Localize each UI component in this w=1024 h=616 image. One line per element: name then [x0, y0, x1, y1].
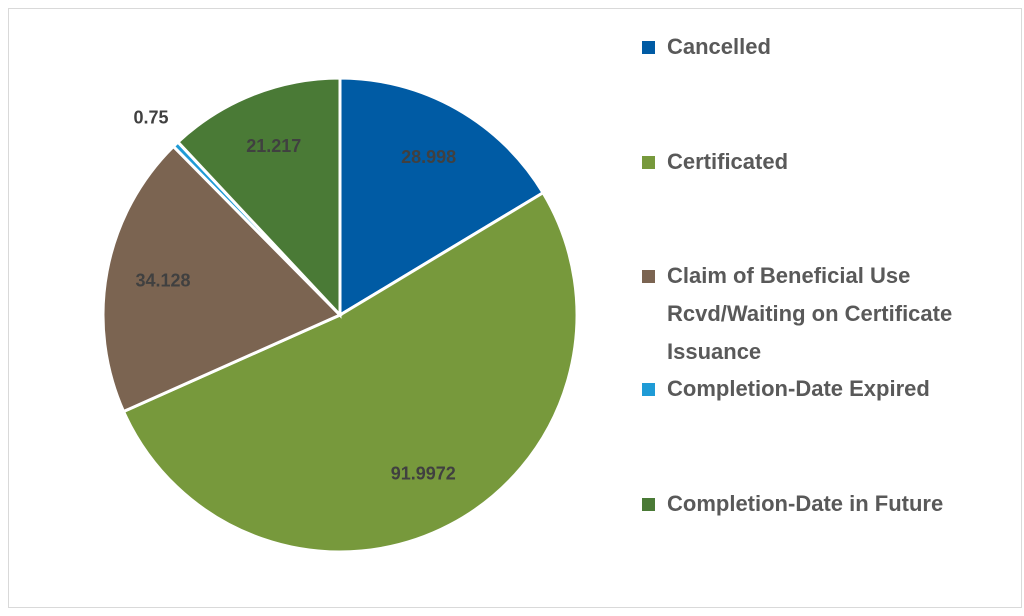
data-label: 21.217 — [246, 136, 301, 156]
legend-swatch — [642, 383, 655, 396]
legend-swatch — [642, 270, 655, 283]
pie-slice — [121, 190, 579, 554]
legend-item: Completion-Date in Future — [642, 485, 1012, 523]
legend-swatch — [642, 498, 655, 511]
legend-label: Claim of Beneficial Use Rcvd/Waiting on … — [667, 263, 953, 364]
chart-frame — [8, 8, 1022, 608]
pie-slice — [338, 76, 546, 318]
pie-slice — [101, 144, 343, 414]
legend-swatch — [642, 156, 655, 169]
legend-item: Certificated — [642, 143, 1012, 181]
legend-item: Cancelled — [642, 28, 1012, 66]
legend-label: Completion-Date in Future — [667, 491, 944, 516]
legend-item: Completion-Date Expired — [642, 370, 1012, 408]
legend-label: Certificated — [667, 149, 789, 174]
data-label: 34.128 — [135, 270, 190, 290]
legend-label: Cancelled — [667, 34, 771, 59]
legend-swatch — [642, 41, 655, 54]
pie-slice — [175, 76, 342, 319]
data-label: 0.75 — [134, 107, 169, 127]
data-label: 28.998 — [401, 147, 456, 167]
data-label: 91.9972 — [391, 463, 456, 483]
legend-item: Claim of Beneficial Use Rcvd/Waiting on … — [642, 257, 1012, 371]
legend-label: Completion-Date Expired — [667, 376, 930, 401]
